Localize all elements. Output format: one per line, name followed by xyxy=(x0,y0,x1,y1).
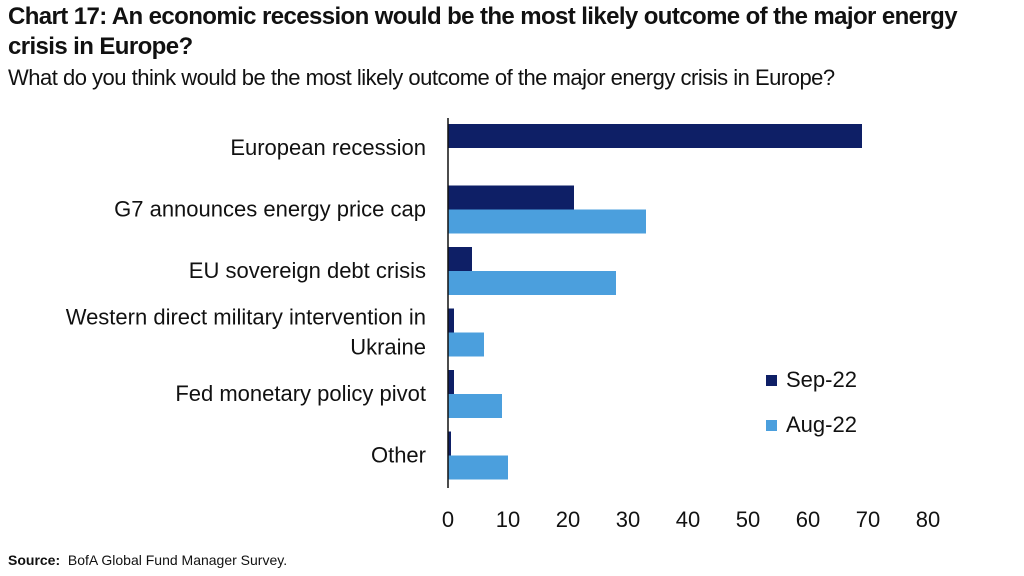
bar-aug-22-2 xyxy=(448,271,616,295)
bar-chart: European recession G7 announces energy pr… xyxy=(66,118,940,532)
bar-sep-22-2 xyxy=(448,247,472,271)
bar-aug-22-3 xyxy=(448,332,484,357)
x-axis-ticks: 0 10 20 30 40 50 60 70 80 xyxy=(442,507,940,532)
x-tick-label-0: 0 xyxy=(442,507,454,532)
x-tick-label-40: 40 xyxy=(676,507,700,532)
category-label-0: European recession xyxy=(230,135,426,160)
x-tick-label-60: 60 xyxy=(796,507,820,532)
category-labels: European recession G7 announces energy pr… xyxy=(66,135,426,468)
x-tick-label-70: 70 xyxy=(856,507,880,532)
x-tick-label-50: 50 xyxy=(736,507,760,532)
legend-label-aug-22: Aug-22 xyxy=(786,412,857,437)
category-label-5: Other xyxy=(371,443,426,468)
source-note: Source: BofA Global Fund Manager Survey. xyxy=(8,550,287,570)
category-label-3-line-1: Ukraine xyxy=(350,335,426,360)
bars-group xyxy=(448,124,862,480)
source-label: Source: xyxy=(8,552,61,568)
source-text: BofA Global Fund Manager Survey. xyxy=(67,552,288,568)
category-label-1: G7 announces energy price cap xyxy=(114,197,426,222)
bar-aug-22-5 xyxy=(448,455,508,480)
x-tick-label-80: 80 xyxy=(916,507,940,532)
x-tick-label-10: 10 xyxy=(496,507,520,532)
bar-sep-22-4 xyxy=(448,370,454,394)
legend-swatch-sep-22 xyxy=(766,375,777,386)
bar-sep-22-5 xyxy=(448,431,451,456)
bar-sep-22-0 xyxy=(448,124,862,148)
chart-subtitle: What do you think would be the most like… xyxy=(8,65,835,90)
bar-aug-22-1 xyxy=(448,209,646,234)
x-tick-label-30: 30 xyxy=(616,507,640,532)
category-label-4: Fed monetary policy pivot xyxy=(175,381,426,406)
bar-sep-22-1 xyxy=(448,185,574,210)
bar-sep-22-3 xyxy=(448,308,454,333)
x-tick-label-20: 20 xyxy=(556,507,580,532)
bar-aug-22-4 xyxy=(448,394,502,418)
legend-swatch-aug-22 xyxy=(766,420,777,431)
chart-title: Chart 17: An economic recession would be… xyxy=(8,3,958,60)
legend: Sep-22 Aug-22 xyxy=(766,367,857,437)
category-label-3-line-0: Western direct military intervention in xyxy=(66,305,426,330)
legend-label-sep-22: Sep-22 xyxy=(786,367,857,392)
category-label-2: EU sovereign debt crisis xyxy=(189,258,426,283)
